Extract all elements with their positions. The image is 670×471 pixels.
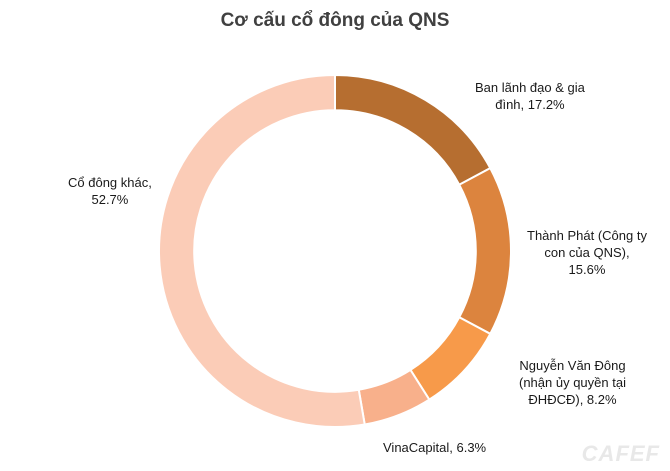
donut-slice-1 xyxy=(457,166,512,336)
slice-label-co-dong-khac: Cổ đông khác, 52.7% xyxy=(68,175,152,207)
slice-label-thanh-phat: Thành Phát (Công ty con của QNS), 15.6% xyxy=(527,228,647,277)
cafef-logo-watermark: CAFEF xyxy=(581,441,660,466)
slice-label-ban-lanh-dao: Ban lãnh đạo & gia đình, 17.2% xyxy=(475,80,585,112)
slice-label-vinacapital: VinaCapital, 6.3% xyxy=(383,440,487,455)
donut-slice-0 xyxy=(334,73,492,187)
chart-title: Cơ cấu cổ đông của QNS xyxy=(220,10,450,31)
slice-label-nguyen-van-dong: Nguyễn Văn Đông (nhận ủy quyền tại ĐHĐCĐ… xyxy=(519,358,626,407)
donut-slice-4 xyxy=(158,73,366,428)
